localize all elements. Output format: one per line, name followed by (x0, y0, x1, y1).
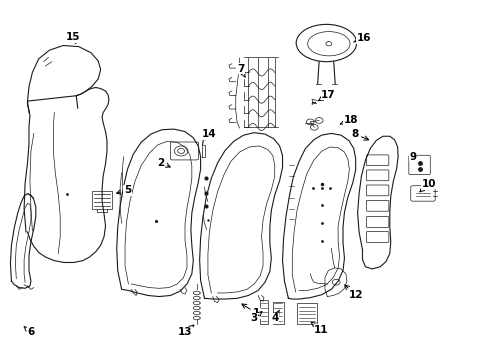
Bar (297, 303, 316, 324)
Text: 14: 14 (202, 129, 216, 140)
Text: 1: 1 (242, 304, 260, 318)
Text: 9: 9 (408, 152, 415, 162)
Text: 2: 2 (157, 158, 170, 168)
Bar (260, 300, 267, 324)
Text: 10: 10 (419, 179, 435, 192)
Text: 13: 13 (178, 325, 194, 337)
Text: 17: 17 (317, 90, 335, 101)
Text: 15: 15 (65, 32, 80, 44)
Text: 7: 7 (236, 64, 244, 77)
Bar (92, 191, 112, 210)
Text: 11: 11 (310, 322, 328, 335)
Bar (272, 302, 283, 324)
Text: 12: 12 (344, 285, 362, 301)
Text: 6: 6 (24, 327, 35, 337)
Text: 18: 18 (340, 115, 357, 125)
Text: 5: 5 (116, 185, 131, 195)
Text: 3: 3 (250, 311, 262, 323)
Text: 4: 4 (270, 310, 279, 323)
Text: 8: 8 (350, 129, 368, 140)
Text: 16: 16 (353, 33, 370, 43)
